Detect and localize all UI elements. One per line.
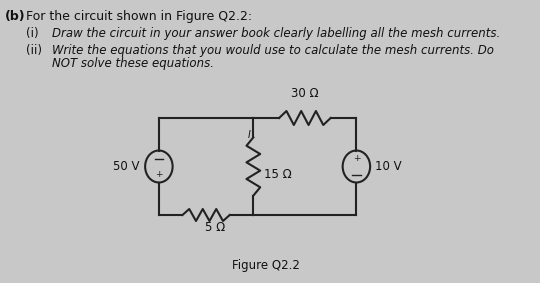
Text: NOT solve these equations.: NOT solve these equations.: [51, 57, 213, 70]
Text: 15 Ω: 15 Ω: [264, 168, 292, 181]
Text: (i): (i): [26, 27, 38, 40]
Text: For the circuit shown in Figure Q2.2:: For the circuit shown in Figure Q2.2:: [26, 10, 252, 23]
Text: (b): (b): [5, 10, 26, 23]
Text: Draw the circuit in your answer book clearly labelling all the mesh currents.: Draw the circuit in your answer book cle…: [51, 27, 500, 40]
Text: +: +: [155, 170, 163, 179]
Text: 30 Ω: 30 Ω: [291, 87, 319, 100]
Text: Write the equations that you would use to calculate the mesh currents. Do: Write the equations that you would use t…: [51, 44, 494, 57]
Text: (ii): (ii): [26, 44, 42, 57]
Text: +: +: [353, 154, 360, 163]
Text: 50 V: 50 V: [113, 160, 140, 173]
Text: Figure Q2.2: Figure Q2.2: [232, 259, 300, 272]
Text: 5 Ω: 5 Ω: [205, 221, 225, 234]
Text: I: I: [248, 130, 251, 140]
Text: 10 V: 10 V: [375, 160, 402, 173]
